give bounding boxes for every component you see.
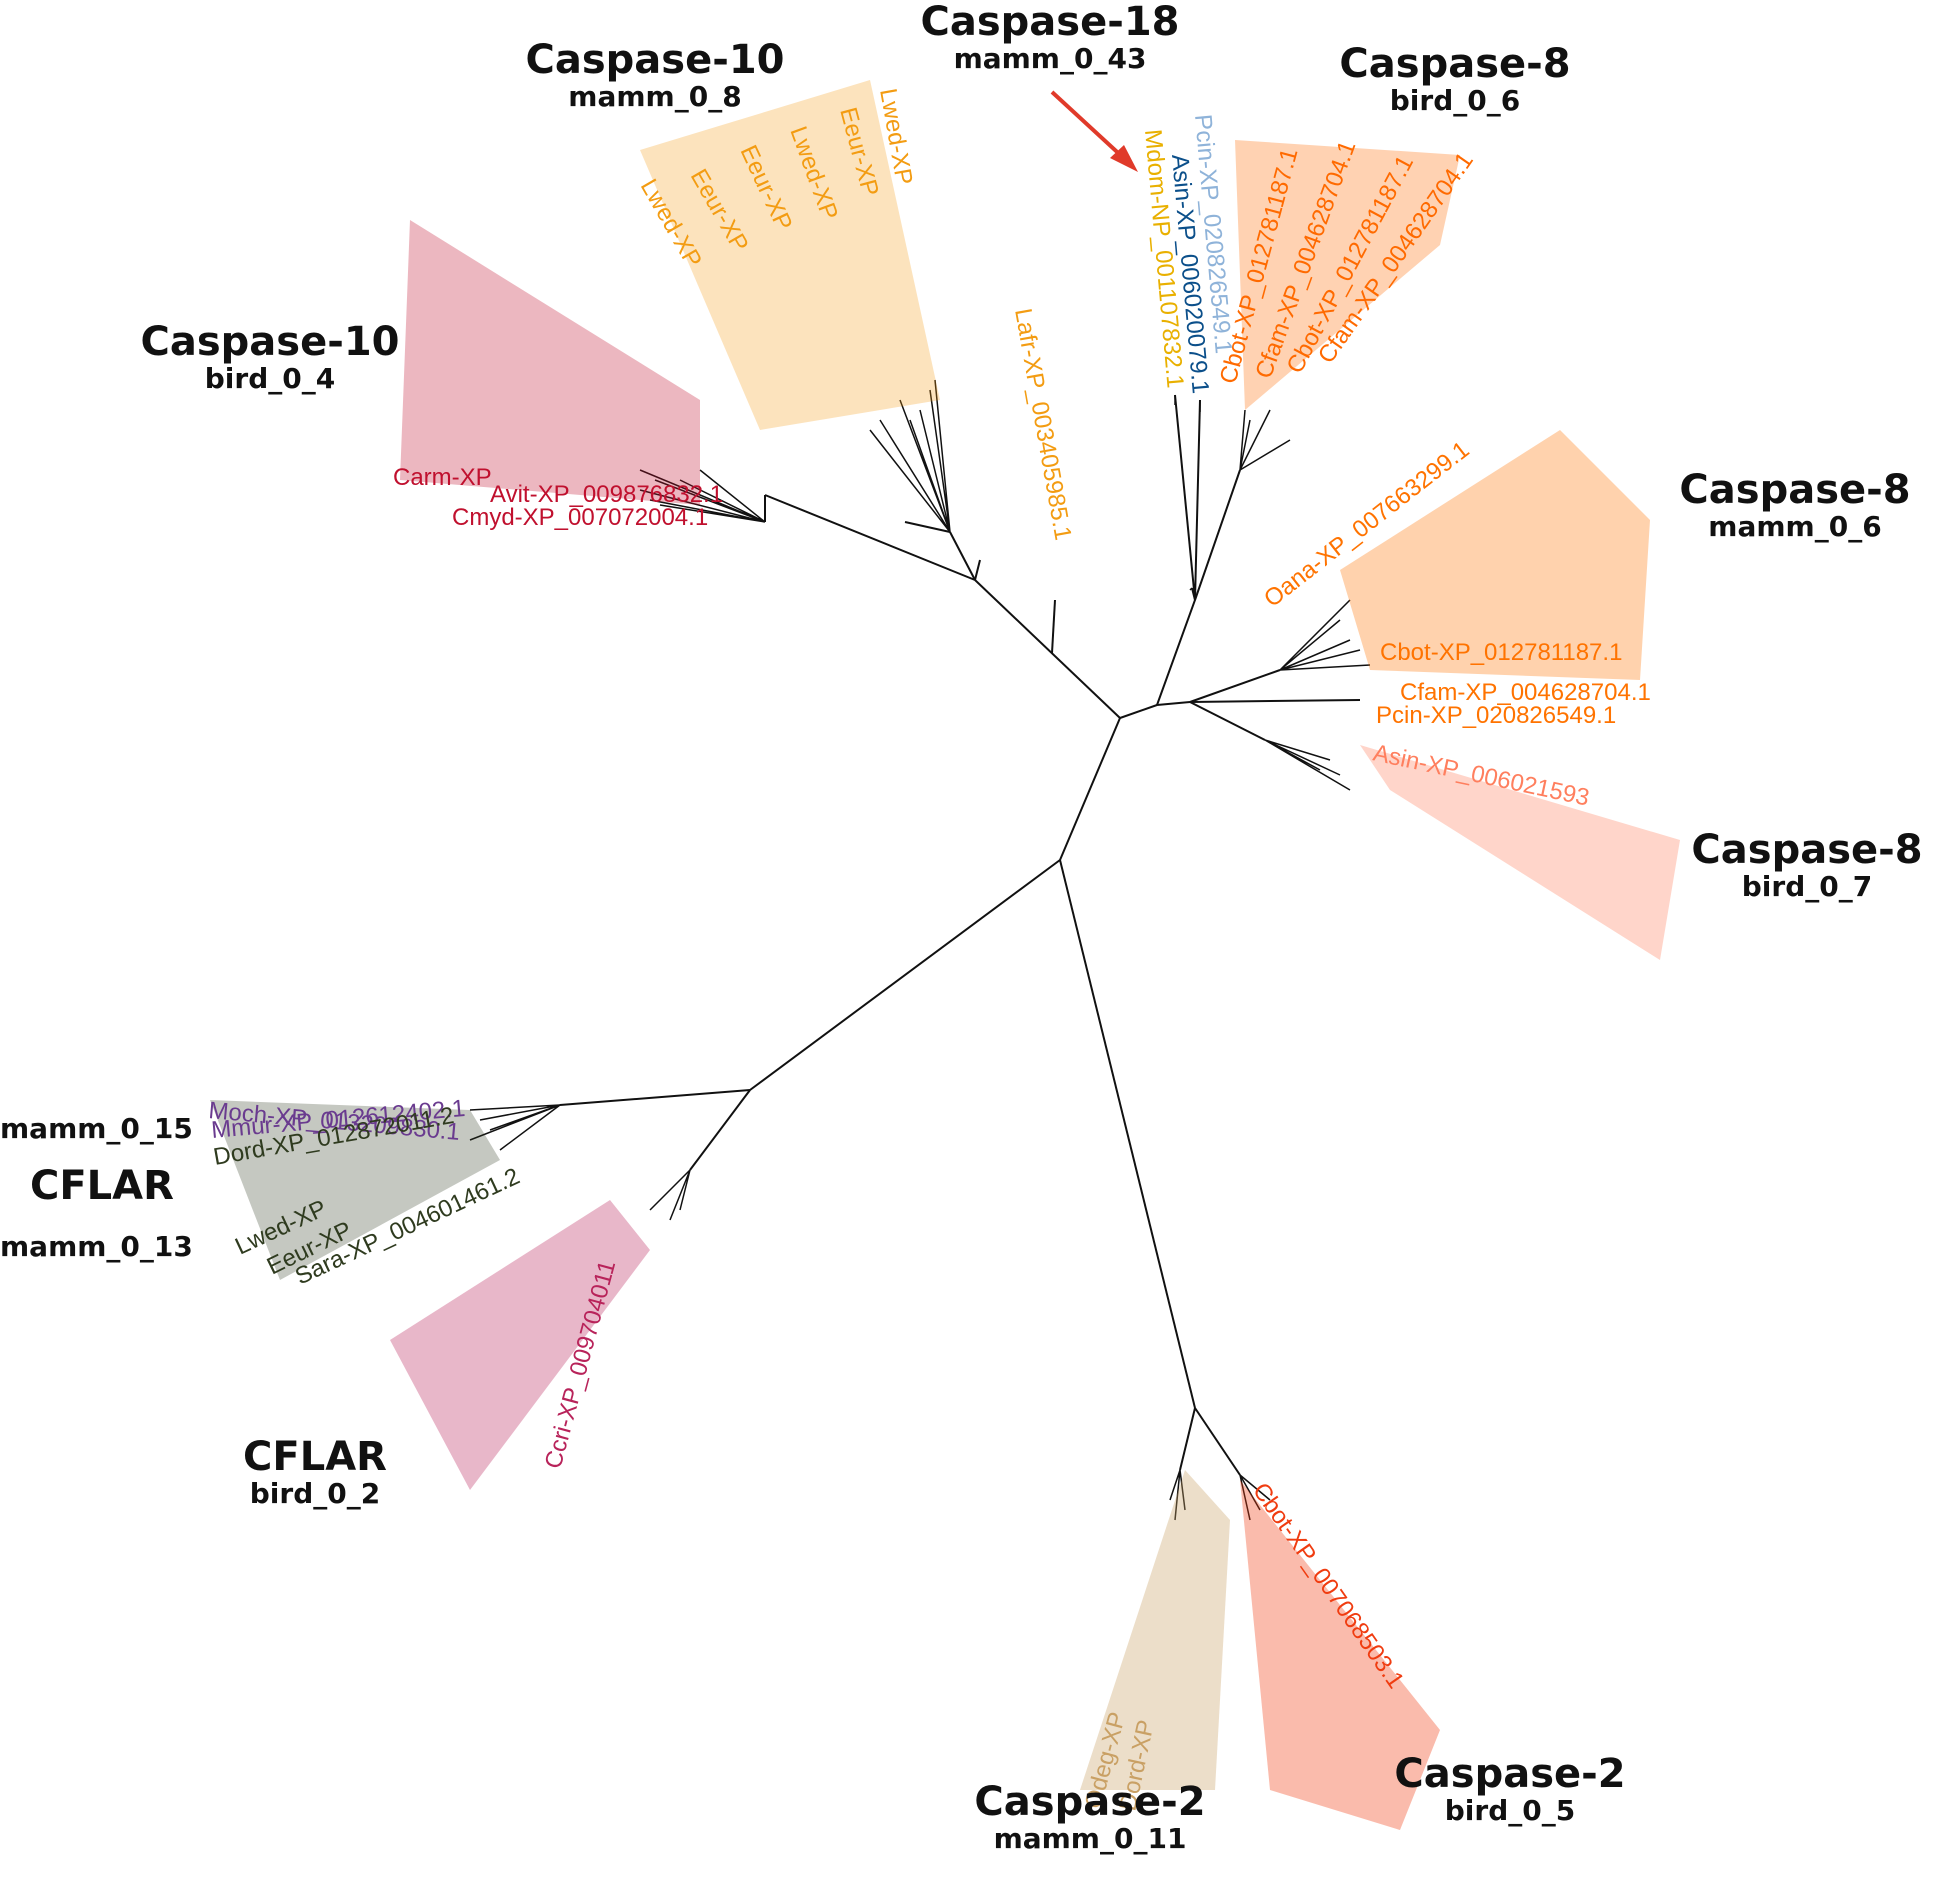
clade-caspase2-mamm: Odeg-XP Dord-XP xyxy=(1080,1470,1230,1813)
label-caspase18-mamm: Caspase-18 mamm_0_43 xyxy=(915,0,1185,75)
label-title: Caspase-2 xyxy=(1394,1751,1626,1797)
label-title: Caspase-8 xyxy=(1691,827,1923,873)
clade-cflar-bird: Ccri-XP_009704011 xyxy=(390,1200,650,1490)
tip-label-cbot8: Cbot-XP_012781187.1 xyxy=(1380,639,1622,666)
label-caspase2-bird: Caspase-2 bird_0_5 xyxy=(1375,1752,1645,1827)
label-caspase10-mamm: Caspase-10 mamm_0_8 xyxy=(520,38,790,113)
label-code: bird_0_7 xyxy=(1741,870,1873,903)
label-title: CFLAR xyxy=(243,1434,387,1480)
tree-branches xyxy=(559,394,1361,1476)
label-caspase2-mamm: Caspase-2 mamm_0_11 xyxy=(955,1780,1225,1855)
tip-label-cmyd: Cmyd-XP_007072004.1 xyxy=(452,504,708,531)
label-title: Caspase-8 xyxy=(1679,467,1911,513)
label-title: Caspase-8 xyxy=(1339,41,1571,87)
tip-label-avit: Avit-XP_009876832.1 xyxy=(490,481,723,508)
clade-cflar-mamm: Moch-XP_013209830.1 Mmur-XP_012612402.1 … xyxy=(207,1095,523,1291)
label-code: bird_0_4 xyxy=(204,362,336,395)
label-title: Caspase-10 xyxy=(525,37,785,83)
label-code: mamm_0_8 xyxy=(568,80,742,113)
label-cflar-mamm-0-15: mamm_0_15 xyxy=(0,1112,193,1145)
label-code: mamm_0_11 xyxy=(993,1822,1187,1855)
label-caspase8-mamm: Caspase-8 mamm_0_6 xyxy=(1660,468,1930,543)
tip-label-pcin8: Pcin-XP_020826549.1 xyxy=(1376,702,1616,729)
label-caspase10-bird: Caspase-10 bird_0_4 xyxy=(135,320,405,395)
arrow-caspase18 xyxy=(1050,90,1138,172)
tip-label-cfam8: Cfam-XP_004628704.1 xyxy=(1400,679,1651,706)
clade-caspase8-bird-0-6: Cbot-XP_012781187.1 Cfam-XP_004628704.1 … xyxy=(1215,137,1479,410)
label-cflar-mamm-title: CFLAR xyxy=(30,1163,174,1209)
label-code: bird_0_6 xyxy=(1389,84,1521,117)
label-code: mamm_0_43 xyxy=(953,42,1147,75)
clade-caspase10-bird: Cmyd-XP_007072004.1 Avit-XP_009876832.1 … xyxy=(393,220,723,531)
label-code: bird_0_2 xyxy=(249,1477,381,1510)
clade-caspase8-mamm: Oana-XP_007663299.1 Pcin-XP_020826549.1 … xyxy=(1259,430,1651,729)
label-code: mamm_0_6 xyxy=(1708,510,1882,543)
tip-label-carm: Carm-XP xyxy=(393,464,492,491)
label-cflar-mamm-0-13: mamm_0_13 xyxy=(0,1230,193,1263)
label-title: Caspase-10 xyxy=(140,319,400,365)
clade-caspase10-mamm: Lwed-XP Eeur-XP Eeur-XP Lwed-XP Eeur-XP … xyxy=(635,80,940,430)
tip-label-lafr: Lafr-XP_003405985.1 xyxy=(1009,306,1076,542)
label-caspase8-bird-0-6: Caspase-8 bird_0_6 xyxy=(1320,42,1590,117)
clade-caspase8-bird-0-7: Asin-XP_006021593 xyxy=(1360,739,1680,960)
leaf-fans xyxy=(469,379,1371,1521)
label-cflar-bird: CFLAR bird_0_2 xyxy=(230,1435,400,1510)
label-title: Caspase-2 xyxy=(974,1779,1206,1825)
label-code: bird_0_5 xyxy=(1444,1794,1576,1827)
label-title: Caspase-18 xyxy=(920,0,1180,45)
label-caspase8-bird-0-7: Caspase-8 bird_0_7 xyxy=(1672,828,1942,903)
